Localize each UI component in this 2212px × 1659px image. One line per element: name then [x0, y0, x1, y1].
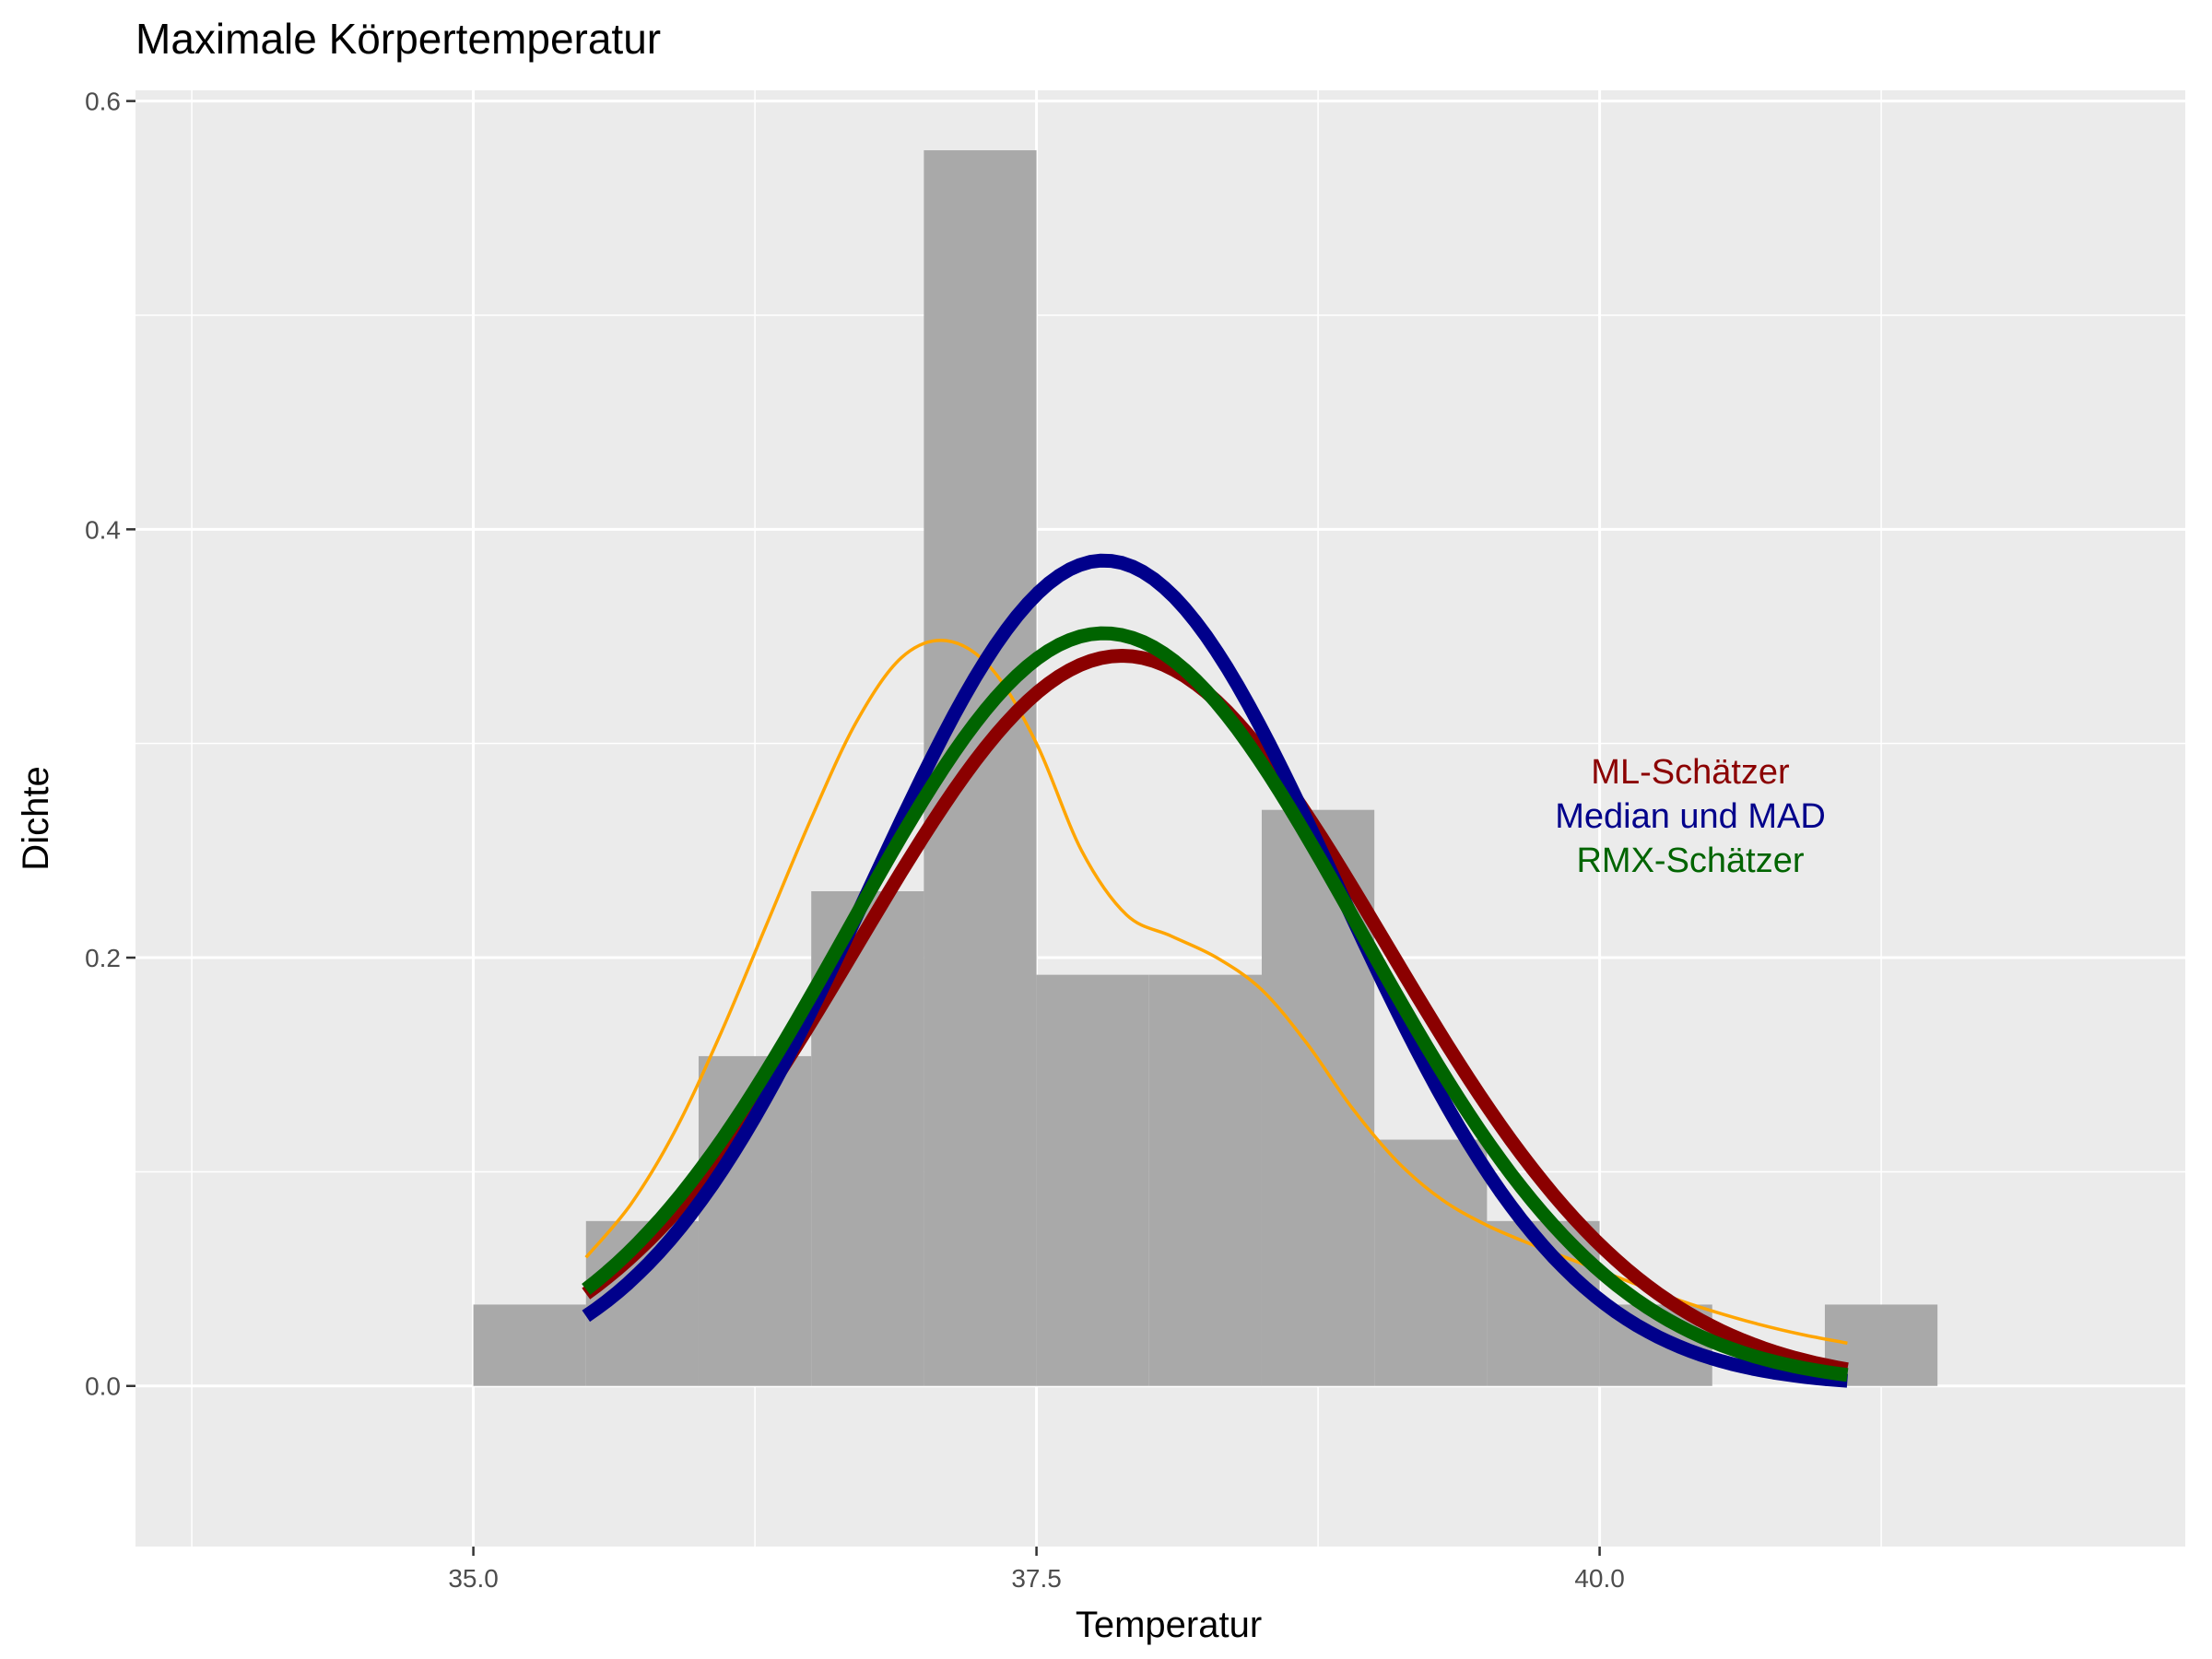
legend-ml-label: ML-Schätzer	[1591, 753, 1790, 792]
x-axis: 35.0 37.5 40.0	[448, 1547, 1625, 1593]
legend-median-mad-label: Median und MAD	[1555, 797, 1826, 836]
legend-rmx-label: RMX-Schätzer	[1576, 841, 1804, 880]
y-tick-label: 0.4	[85, 515, 121, 544]
x-axis-title: Temperatur	[1076, 1605, 1262, 1645]
histogram-bar	[1036, 974, 1149, 1386]
rmx-normal-curve	[582, 626, 1849, 1382]
histogram-bar	[473, 1304, 586, 1386]
chart-title: Maximale Körpertemperatur	[135, 15, 661, 63]
y-axis: 0.0 0.2 0.4 0.6	[85, 88, 135, 1401]
x-tick-label: 37.5	[1011, 1564, 1062, 1593]
x-tick-label: 40.0	[1574, 1564, 1625, 1593]
x-tick-label: 35.0	[448, 1564, 499, 1593]
legend: ML-Schätzer Median und MAD RMX-Schätzer	[1555, 753, 1826, 880]
histogram-bar	[1374, 1139, 1488, 1386]
histogram-bar	[1148, 974, 1262, 1386]
median-mad-normal-curve	[582, 553, 1848, 1388]
curves	[582, 553, 1849, 1388]
y-tick-label: 0.2	[85, 944, 121, 972]
y-tick-label: 0.6	[85, 88, 121, 116]
y-tick-label: 0.0	[85, 1372, 121, 1401]
y-axis-title: Dichte	[16, 766, 56, 870]
